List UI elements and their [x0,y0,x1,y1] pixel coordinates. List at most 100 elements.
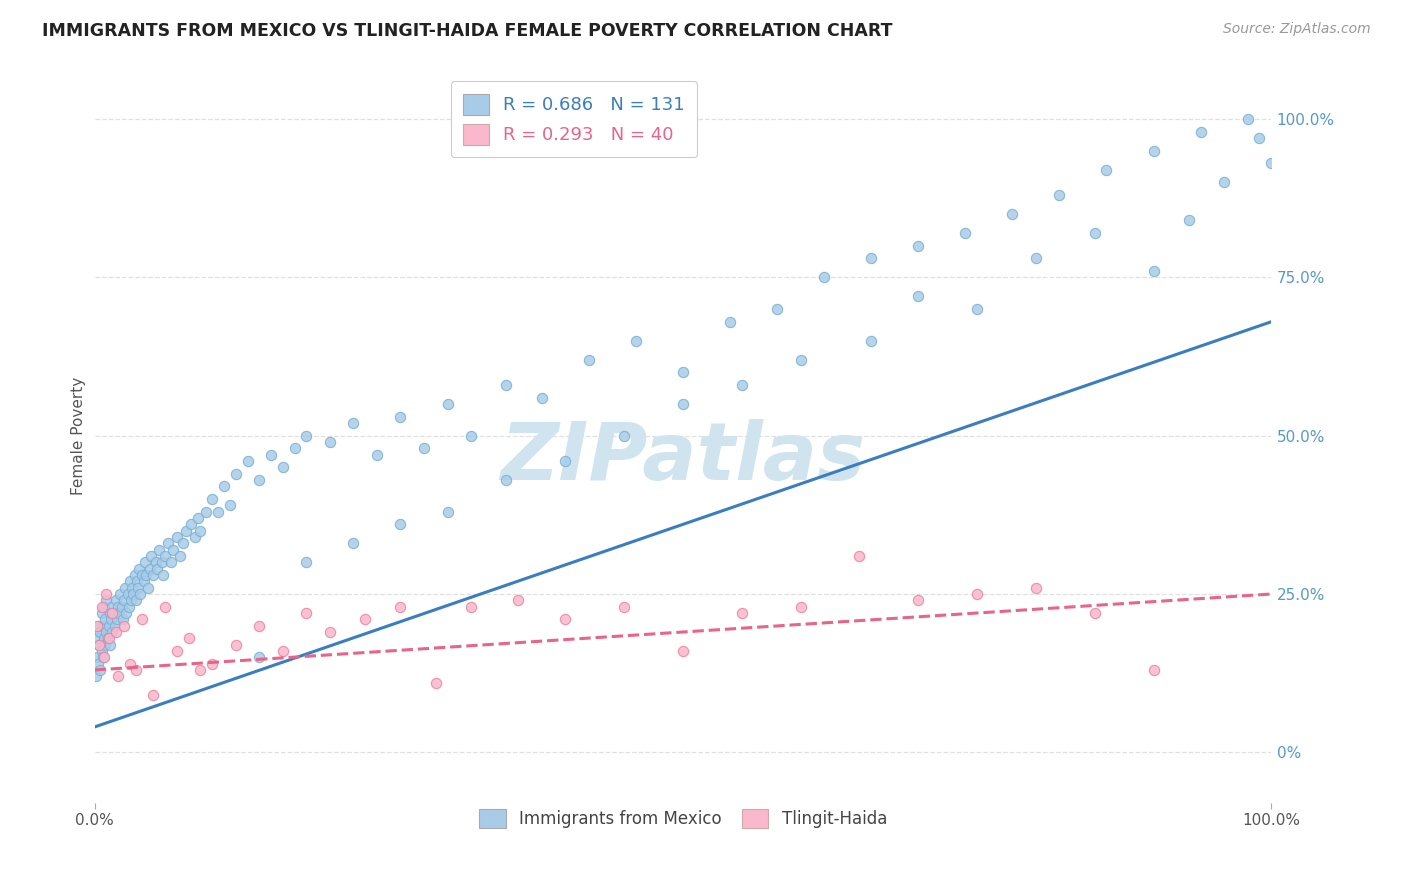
Point [90,606,112,620]
Point [225,467,247,481]
Point [121,581,143,595]
Point [495,378,517,392]
Point [436,505,458,519]
Point [190,663,212,677]
Point [195,505,218,519]
Point [98,638,121,652]
Point [142,568,165,582]
Point [166,530,188,544]
Point [152,568,174,582]
Point [389,409,412,424]
Point [1142,663,1164,677]
Point [139,562,162,576]
Point [284,442,307,456]
Point [103,618,125,632]
Point [90,644,112,658]
Point [460,599,482,614]
Point [342,536,364,550]
Point [319,625,342,640]
Point [91,650,114,665]
Point [1260,156,1282,170]
Point [554,612,576,626]
Point [89,618,111,632]
Point [104,625,127,640]
Point [201,491,224,506]
Point [89,663,111,677]
Point [207,505,229,519]
Point [613,599,636,614]
Point [108,606,131,620]
Point [118,574,141,589]
Point [97,618,120,632]
Point [124,568,146,582]
Point [129,587,152,601]
Point [1189,125,1212,139]
Point [89,638,111,652]
Point [150,555,173,569]
Point [118,657,141,671]
Point [295,606,318,620]
Point [495,473,517,487]
Point [128,562,150,576]
Point [89,638,111,652]
Point [96,632,118,646]
Point [183,530,205,544]
Point [813,270,835,285]
Point [271,644,294,658]
Point [436,397,458,411]
Point [1095,162,1118,177]
Point [366,448,388,462]
Point [247,473,270,487]
Point [508,593,530,607]
Point [153,599,176,614]
Point [87,657,110,671]
Point [1025,581,1047,595]
Point [89,625,111,640]
Point [672,397,695,411]
Text: IMMIGRANTS FROM MEXICO VS TLINGIT-HAIDA FEMALE POVERTY CORRELATION CHART: IMMIGRANTS FROM MEXICO VS TLINGIT-HAIDA … [42,22,893,40]
Point [153,549,176,563]
Point [111,612,134,626]
Point [93,632,115,646]
Point [966,302,988,317]
Point [166,644,188,658]
Point [101,606,124,620]
Point [112,593,135,607]
Text: ZIPatlas: ZIPatlas [501,418,865,497]
Point [127,581,149,595]
Point [860,252,883,266]
Point [131,568,153,582]
Point [966,587,988,601]
Point [148,542,170,557]
Point [94,638,117,652]
Point [97,632,120,646]
Point [1178,213,1201,227]
Point [624,334,647,348]
Point [105,612,128,626]
Point [91,618,114,632]
Point [389,517,412,532]
Point [1249,131,1271,145]
Point [212,479,235,493]
Point [295,555,318,569]
Point [1001,207,1024,221]
Point [94,612,117,626]
Point [190,524,212,538]
Point [247,650,270,665]
Point [115,606,138,620]
Point [672,644,695,658]
Point [789,352,811,367]
Point [413,442,436,456]
Point [766,302,789,317]
Point [1025,252,1047,266]
Point [117,587,139,601]
Point [136,581,159,595]
Point [86,650,108,665]
Point [848,549,870,563]
Point [122,587,145,601]
Point [319,435,342,450]
Point [201,657,224,671]
Point [86,618,108,632]
Point [1047,188,1070,202]
Point [530,391,553,405]
